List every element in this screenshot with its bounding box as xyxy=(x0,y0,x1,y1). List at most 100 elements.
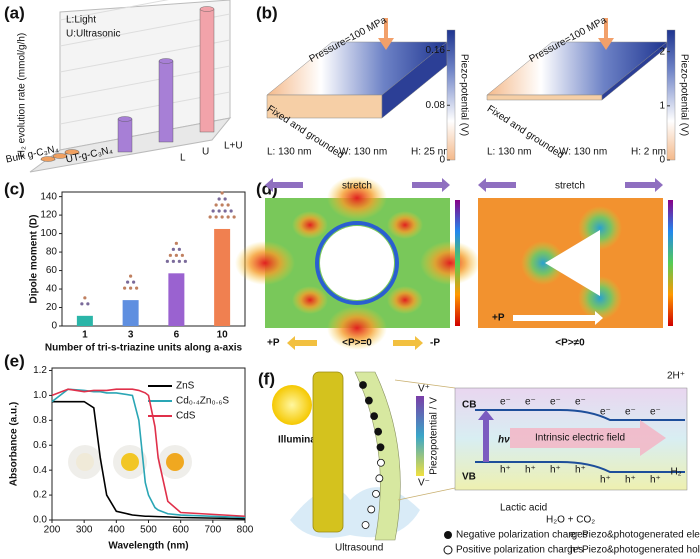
colorbar xyxy=(455,200,460,326)
y-axis-label: Dipole moment (D) xyxy=(29,215,40,304)
hv-label: hν xyxy=(498,435,510,446)
molecule-atom xyxy=(223,209,227,213)
dimension-label: H: 25 nm xyxy=(411,147,452,158)
band-label: VB xyxy=(462,472,476,483)
stress-blob xyxy=(327,306,387,350)
legend-label: Positive polarization charges xyxy=(456,545,583,556)
stress-blob xyxy=(235,241,295,285)
line xyxy=(51,388,246,518)
category-label: U xyxy=(202,147,209,158)
note: L:Light xyxy=(66,15,96,26)
x-tick-label: 200 xyxy=(44,525,61,536)
stress-blob xyxy=(292,211,328,239)
colorbar-label: Piezo-potential (V) xyxy=(458,54,469,136)
bar xyxy=(199,8,215,133)
molecule-atom xyxy=(220,203,224,207)
molecule-atom xyxy=(171,247,175,251)
y-axis-label: H₂ evolution rate (mmol/g/h) xyxy=(17,33,28,157)
dimension-label: L: 130 nm xyxy=(267,147,311,158)
field-label: Intrinsic electric field xyxy=(535,433,625,444)
colorbar-tick-label: 0.08 xyxy=(426,100,446,111)
dimension-label: H: 2 nm xyxy=(631,147,666,158)
molecule-atom xyxy=(171,259,175,263)
colorbar-tick-label: 0 xyxy=(439,155,445,166)
colorbar-tick-label: 0.16 xyxy=(426,45,446,56)
sample-powder xyxy=(121,453,139,471)
molecule-atom xyxy=(180,253,184,257)
stretch-label: stretch xyxy=(342,181,372,192)
molecule-atom xyxy=(126,280,130,284)
x-tick-label: 10 xyxy=(217,330,229,341)
charge xyxy=(361,521,370,529)
molecule-atom xyxy=(177,259,181,263)
x-tick-label: 600 xyxy=(172,525,189,536)
colorbar-tick-label: 2 xyxy=(659,46,665,57)
legend-label: ZnS xyxy=(176,381,195,392)
electron-label: e⁻ xyxy=(625,407,636,418)
dimension-label: W: 130 nm xyxy=(339,147,387,158)
electron-label: e⁻ xyxy=(500,397,511,408)
bar xyxy=(76,315,93,326)
hole xyxy=(320,226,394,300)
polarization-label: -P xyxy=(430,338,440,349)
bar-top xyxy=(64,149,80,155)
stress-blob xyxy=(521,241,565,285)
legend-label: Cd₀.₄Zn₀.₆S xyxy=(176,396,229,407)
bar xyxy=(158,60,174,143)
charge xyxy=(367,505,376,514)
electron-label: e⁻ xyxy=(575,397,586,408)
polarization-label: <P>≠0 xyxy=(555,338,585,349)
y-tick-label: 60 xyxy=(46,265,58,276)
y-tick-label: 120 xyxy=(40,210,57,221)
polarization-label: +P xyxy=(492,313,505,324)
polarization-label: <P>=0 xyxy=(342,338,372,349)
panel-label: (c) xyxy=(4,179,25,198)
colorbar xyxy=(668,200,673,326)
bar xyxy=(122,300,139,326)
molecule-atom xyxy=(174,253,178,257)
potential-top: V⁺ xyxy=(418,384,430,395)
sample-powder xyxy=(76,453,94,471)
colorbar-label: Piezo-potential (V) xyxy=(678,54,689,136)
x-tick-label: 500 xyxy=(140,525,157,536)
molecule-atom xyxy=(183,259,187,263)
hole-label: h⁺ xyxy=(550,465,561,476)
y-tick-label: 0.0 xyxy=(33,515,47,526)
hole-label: h⁺ xyxy=(650,475,661,486)
molecule-atom xyxy=(232,215,236,219)
bent-sheet xyxy=(354,371,401,541)
molecule-atom xyxy=(214,215,218,219)
potential-bottom: V⁻ xyxy=(418,478,430,489)
charge xyxy=(376,443,385,452)
electron-label: e⁻ xyxy=(525,397,536,408)
product-label: H₂O + CO₂ xyxy=(546,515,595,526)
product-label: 2H⁺ xyxy=(667,371,685,382)
bar-top xyxy=(199,6,215,12)
molecule-atom xyxy=(217,209,221,213)
y-tick-label: 20 xyxy=(46,302,58,313)
polarization-arrow xyxy=(393,336,423,350)
bar xyxy=(117,118,133,153)
molecule-atom xyxy=(123,286,127,290)
molecule-atom xyxy=(208,215,212,219)
product-label: H₂ xyxy=(670,467,681,478)
note: U:Ultrasonic xyxy=(66,29,120,40)
x-axis-label: Number of tri-s-triazine units along a-a… xyxy=(45,343,243,354)
colorbar xyxy=(666,29,676,161)
potential-bar xyxy=(416,396,424,476)
stretch-arrow xyxy=(625,178,663,192)
stretch-arrow xyxy=(478,178,516,192)
category-label: L+U xyxy=(224,141,243,152)
bar-top xyxy=(158,58,174,64)
y-tick-label: 0.2 xyxy=(33,490,47,501)
hole-label: h⁺ xyxy=(625,475,636,486)
y-tick-label: 0.6 xyxy=(33,440,47,451)
legend-icon xyxy=(443,545,453,555)
molecule-atom xyxy=(214,203,218,207)
ultrasound-label: Ultrasound xyxy=(335,543,383,554)
charge xyxy=(375,474,384,483)
electron-label: e⁻ xyxy=(550,397,561,408)
colorbar xyxy=(446,29,456,161)
molecule-atom xyxy=(211,209,215,213)
polarization-arrow xyxy=(513,311,603,325)
